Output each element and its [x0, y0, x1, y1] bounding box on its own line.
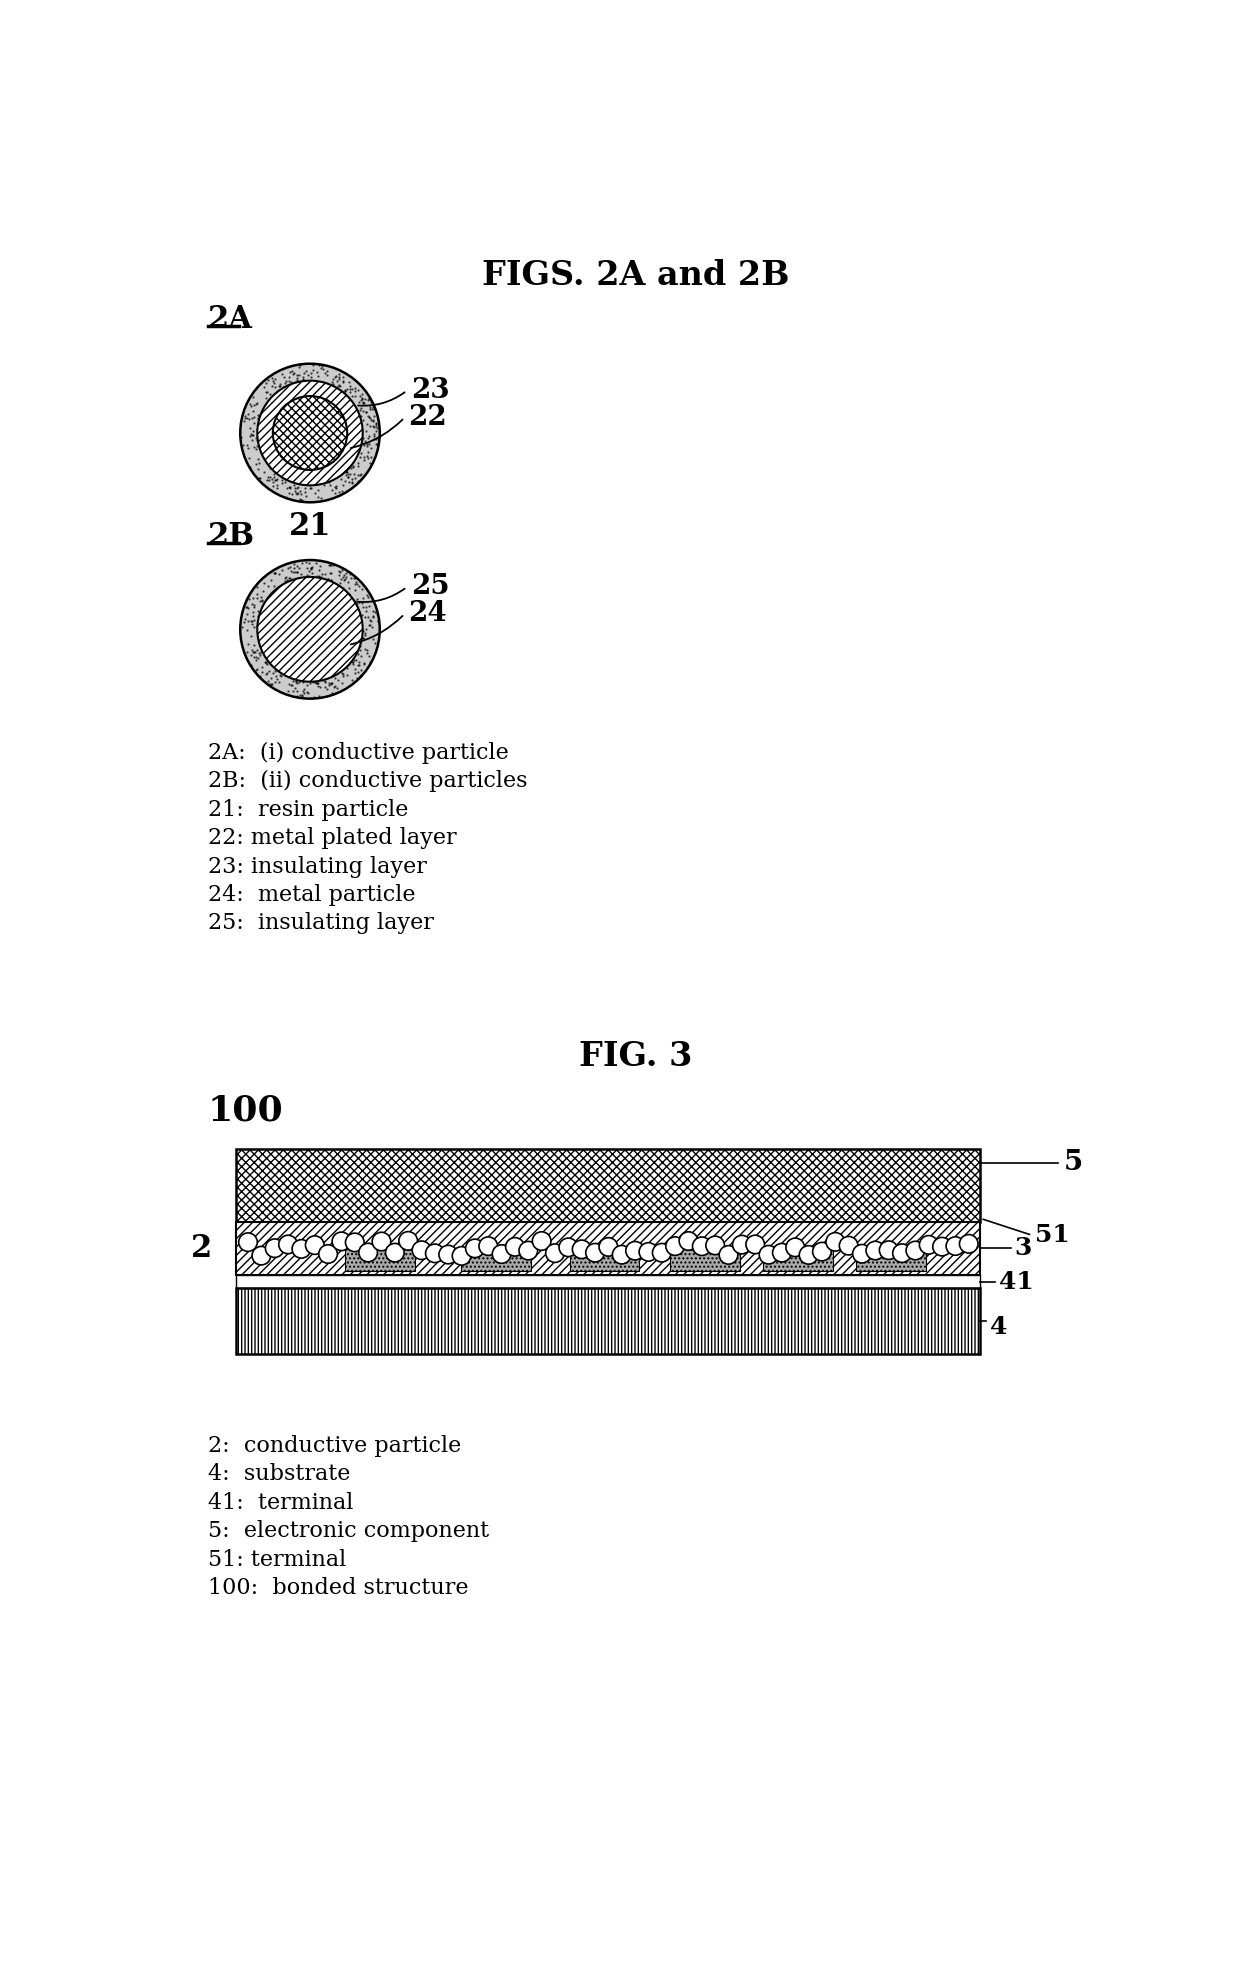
Bar	[764, 1248, 833, 1270]
Text: 100: 100	[207, 1094, 284, 1128]
Text: 21:  resin particle: 21: resin particle	[207, 799, 408, 820]
Bar	[237, 1288, 981, 1355]
Circle shape	[573, 1240, 591, 1258]
Text: 21: 21	[289, 511, 331, 542]
Circle shape	[506, 1238, 525, 1256]
Circle shape	[826, 1232, 844, 1250]
Circle shape	[706, 1236, 724, 1254]
Circle shape	[252, 1246, 270, 1264]
Circle shape	[258, 578, 363, 682]
Circle shape	[258, 381, 363, 485]
Text: 5: 5	[1064, 1150, 1083, 1177]
Circle shape	[812, 1242, 831, 1260]
Circle shape	[453, 1246, 471, 1266]
Circle shape	[746, 1234, 765, 1254]
Circle shape	[919, 1236, 937, 1254]
Circle shape	[853, 1244, 872, 1262]
Circle shape	[241, 560, 379, 698]
Bar	[237, 1274, 981, 1288]
Circle shape	[692, 1236, 711, 1256]
Circle shape	[372, 1232, 391, 1250]
Circle shape	[585, 1244, 604, 1262]
Bar	[461, 1248, 531, 1270]
Text: 51: terminal: 51: terminal	[207, 1548, 346, 1570]
Text: 4: 4	[990, 1315, 1007, 1339]
Text: 24:  metal particle: 24: metal particle	[207, 883, 415, 905]
Circle shape	[279, 1234, 298, 1254]
Circle shape	[241, 363, 379, 503]
Text: 24: 24	[408, 599, 448, 627]
Circle shape	[386, 1244, 404, 1262]
Circle shape	[733, 1234, 751, 1254]
Text: 25: 25	[410, 574, 449, 601]
Text: 22: metal plated layer: 22: metal plated layer	[207, 826, 456, 850]
Bar	[345, 1248, 414, 1270]
Circle shape	[599, 1238, 618, 1256]
Text: 41: 41	[999, 1270, 1034, 1294]
Text: 23: 23	[410, 377, 449, 404]
Circle shape	[866, 1240, 884, 1260]
Circle shape	[613, 1246, 631, 1264]
Circle shape	[238, 1232, 258, 1252]
Circle shape	[412, 1240, 430, 1260]
Circle shape	[358, 1242, 377, 1262]
Bar	[857, 1248, 926, 1270]
Circle shape	[932, 1236, 951, 1256]
Text: FIG. 3: FIG. 3	[579, 1039, 692, 1073]
Text: 22: 22	[408, 404, 448, 432]
Circle shape	[305, 1236, 324, 1254]
Circle shape	[906, 1240, 925, 1260]
Circle shape	[399, 1232, 418, 1250]
Circle shape	[319, 1244, 337, 1264]
Circle shape	[273, 396, 347, 469]
Circle shape	[719, 1246, 738, 1264]
Circle shape	[346, 1232, 365, 1252]
Circle shape	[680, 1232, 698, 1250]
Bar	[237, 1223, 981, 1274]
Circle shape	[786, 1238, 805, 1256]
Circle shape	[332, 1232, 351, 1250]
Circle shape	[465, 1238, 484, 1258]
Circle shape	[492, 1244, 511, 1264]
Text: 23: insulating layer: 23: insulating layer	[207, 856, 427, 878]
Circle shape	[439, 1246, 458, 1264]
Text: 25:  insulating layer: 25: insulating layer	[207, 913, 434, 935]
Circle shape	[839, 1236, 858, 1254]
Circle shape	[520, 1242, 538, 1260]
Circle shape	[666, 1236, 684, 1256]
Text: 51: 51	[1034, 1223, 1069, 1248]
Circle shape	[800, 1246, 818, 1264]
Circle shape	[652, 1244, 671, 1262]
Text: 3: 3	[1014, 1236, 1032, 1260]
Text: 100:  bonded structure: 100: bonded structure	[207, 1578, 469, 1599]
Circle shape	[293, 1240, 311, 1258]
Circle shape	[265, 1238, 284, 1258]
Text: 2A: 2A	[207, 304, 253, 335]
Text: 5:  electronic component: 5: electronic component	[207, 1520, 489, 1542]
Bar	[237, 1150, 981, 1223]
Circle shape	[960, 1234, 978, 1252]
Text: 4:  substrate: 4: substrate	[207, 1463, 350, 1485]
Text: 2B: 2B	[207, 521, 254, 552]
Circle shape	[532, 1232, 551, 1250]
Circle shape	[879, 1240, 898, 1260]
Circle shape	[546, 1244, 564, 1262]
Text: 2: 2	[191, 1232, 212, 1264]
Circle shape	[946, 1236, 965, 1256]
Text: 2A:  (i) conductive particle: 2A: (i) conductive particle	[207, 741, 508, 763]
Circle shape	[639, 1242, 657, 1262]
Bar	[671, 1248, 740, 1270]
Text: 41:  terminal: 41: terminal	[207, 1491, 353, 1514]
Text: FIGS. 2A and 2B: FIGS. 2A and 2B	[482, 258, 789, 292]
Text: 2B:  (ii) conductive particles: 2B: (ii) conductive particles	[207, 769, 527, 793]
Circle shape	[893, 1244, 911, 1262]
Circle shape	[759, 1246, 777, 1264]
Circle shape	[626, 1242, 645, 1260]
Bar	[569, 1248, 640, 1270]
Circle shape	[559, 1238, 578, 1256]
Text: 2:  conductive particle: 2: conductive particle	[207, 1434, 461, 1457]
Circle shape	[479, 1236, 497, 1256]
Circle shape	[425, 1244, 444, 1262]
Circle shape	[773, 1244, 791, 1262]
